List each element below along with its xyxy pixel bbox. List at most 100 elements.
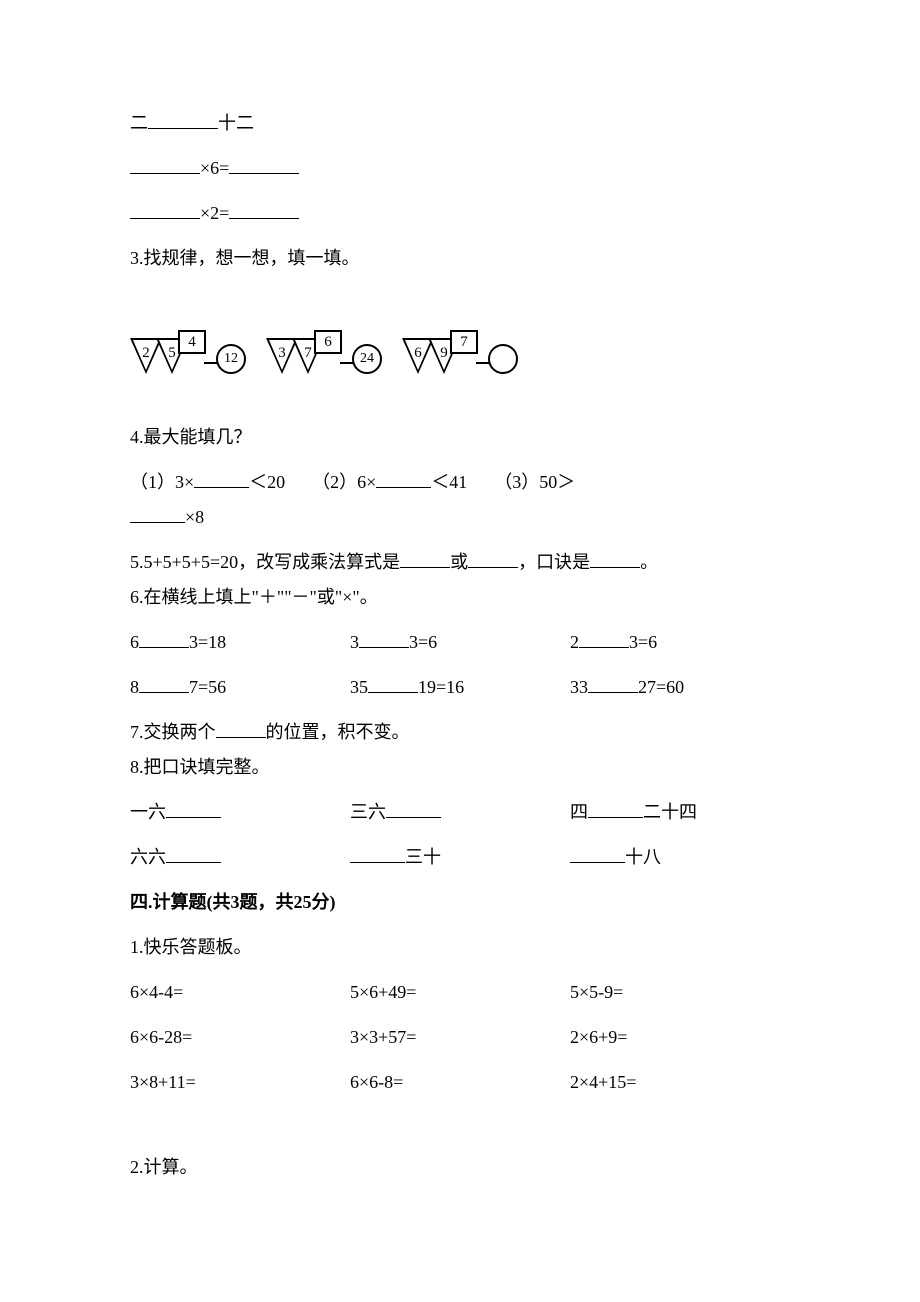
blank[interactable]	[139, 630, 189, 648]
blank[interactable]	[139, 675, 189, 693]
q8-title: 8.把口诀填完整。	[130, 754, 790, 781]
text: 6	[130, 632, 139, 652]
text: 十二	[218, 113, 254, 133]
text: 5.5+5+5+5=20，改写成乘法算式是	[130, 552, 400, 572]
s4-q2-title: 2.计算。	[130, 1154, 790, 1181]
text: 8	[130, 677, 139, 697]
q8-row-2: 六六 三十 十八	[130, 844, 790, 871]
diagram-group-2: 3 7 6 24	[266, 338, 382, 374]
text: ×8	[185, 507, 204, 527]
blank[interactable]	[579, 630, 629, 648]
text: 的位置，积不变。	[266, 722, 410, 742]
connector-icon	[204, 362, 218, 364]
text: 四	[570, 802, 588, 822]
blank[interactable]	[130, 156, 200, 174]
text: （1）3×	[130, 472, 194, 492]
blank[interactable]	[194, 470, 249, 488]
q2-line1: 二 十二	[130, 110, 790, 137]
tri-value: 9	[437, 342, 451, 365]
blank[interactable]	[130, 505, 185, 523]
connector-icon	[340, 362, 354, 364]
text: 六六	[130, 847, 166, 867]
q7-line: 7.交换两个 的位置，积不变。	[130, 719, 790, 746]
s4-q1-row-1: 6×4-4= 5×6+49= 5×5-9=	[130, 979, 790, 1006]
blank[interactable]	[590, 550, 640, 568]
box-value: 6	[314, 330, 342, 354]
blank[interactable]	[376, 470, 431, 488]
blank[interactable]	[229, 156, 299, 174]
calc-cell: 5×6+49=	[350, 979, 570, 1006]
s4-q1-row-3: 3×8+11= 6×6-8= 2×4+15=	[130, 1069, 790, 1096]
text: 3=6	[409, 632, 437, 652]
q5-line: 5.5+5+5+5=20，改写成乘法算式是或，口诀是。	[130, 549, 790, 576]
q2-line2: ×6=	[130, 155, 790, 182]
blank[interactable]	[570, 845, 625, 863]
text: 3=18	[189, 632, 226, 652]
tri-value: 7	[301, 342, 315, 365]
text: ＜20	[249, 472, 285, 492]
q6-row-2: 8 7=56 35 19=16 33 27=60	[130, 674, 790, 701]
text: 一六	[130, 802, 166, 822]
blank[interactable]	[229, 201, 299, 219]
q3-diagram: 2 5 4 12 3 7 6 24 6 9 7	[130, 338, 790, 374]
blank[interactable]	[468, 550, 518, 568]
q4-title: 4.最大能填几？	[130, 424, 790, 451]
text: 2	[570, 632, 579, 652]
calc-cell: 6×6-28=	[130, 1024, 350, 1051]
text: （2）6×	[312, 472, 376, 492]
text: ×2=	[200, 203, 229, 223]
text: 19=16	[418, 677, 464, 697]
q6-title: 6.在横线上填上"＋""－"或"×"。	[130, 584, 790, 611]
tri-value: 2	[139, 342, 153, 365]
diagram-group-1: 2 5 4 12	[130, 338, 246, 374]
text: 7.交换两个	[130, 722, 216, 742]
blank[interactable]	[359, 630, 409, 648]
blank[interactable]	[588, 800, 643, 818]
text: ＜41	[431, 472, 467, 492]
calc-cell: 6×6-8=	[350, 1069, 570, 1096]
circle-value: 12	[216, 344, 246, 374]
text: （3）50＞	[494, 472, 575, 492]
q4-row-cont: ×8	[130, 504, 790, 531]
calc-cell: 5×5-9=	[570, 979, 790, 1006]
calc-cell: 3×3+57=	[350, 1024, 570, 1051]
circle-value: 24	[352, 344, 382, 374]
text: ，口诀是	[518, 552, 590, 572]
diagram-group-3: 6 9 7	[402, 338, 518, 374]
blank[interactable]	[166, 845, 221, 863]
blank[interactable]	[148, 111, 218, 129]
blank[interactable]	[166, 800, 221, 818]
blank[interactable]	[386, 800, 441, 818]
calc-cell: 6×4-4=	[130, 979, 350, 1006]
text: 3=6	[629, 632, 657, 652]
section4-header: 四.计算题(共3题，共25分)	[130, 889, 790, 916]
text: 或	[450, 552, 468, 572]
text: 3	[350, 632, 359, 652]
text: 27=60	[638, 677, 684, 697]
text: 7=56	[189, 677, 226, 697]
q6-row-1: 6 3=18 3 3=6 2 3=6	[130, 629, 790, 656]
text: 三十	[405, 847, 441, 867]
circle-blank[interactable]	[488, 344, 518, 374]
calc-cell: 3×8+11=	[130, 1069, 350, 1096]
connector-icon	[476, 362, 490, 364]
blank[interactable]	[400, 550, 450, 568]
calc-cell: 2×6+9=	[570, 1024, 790, 1051]
box-value: 4	[178, 330, 206, 354]
text: 35	[350, 677, 368, 697]
calc-cell: 2×4+15=	[570, 1069, 790, 1096]
s4-q1-title: 1.快乐答题板。	[130, 934, 790, 961]
tri-value: 5	[165, 342, 179, 365]
text: 三六	[350, 802, 386, 822]
text: ×6=	[200, 158, 229, 178]
text: 33	[570, 677, 588, 697]
blank[interactable]	[216, 720, 266, 738]
blank[interactable]	[130, 201, 200, 219]
text: 二十四	[643, 802, 697, 822]
blank[interactable]	[350, 845, 405, 863]
q8-row-1: 一六 三六 四 二十四	[130, 799, 790, 826]
text: 十八	[625, 847, 661, 867]
blank[interactable]	[368, 675, 418, 693]
text: 二	[130, 113, 148, 133]
blank[interactable]	[588, 675, 638, 693]
